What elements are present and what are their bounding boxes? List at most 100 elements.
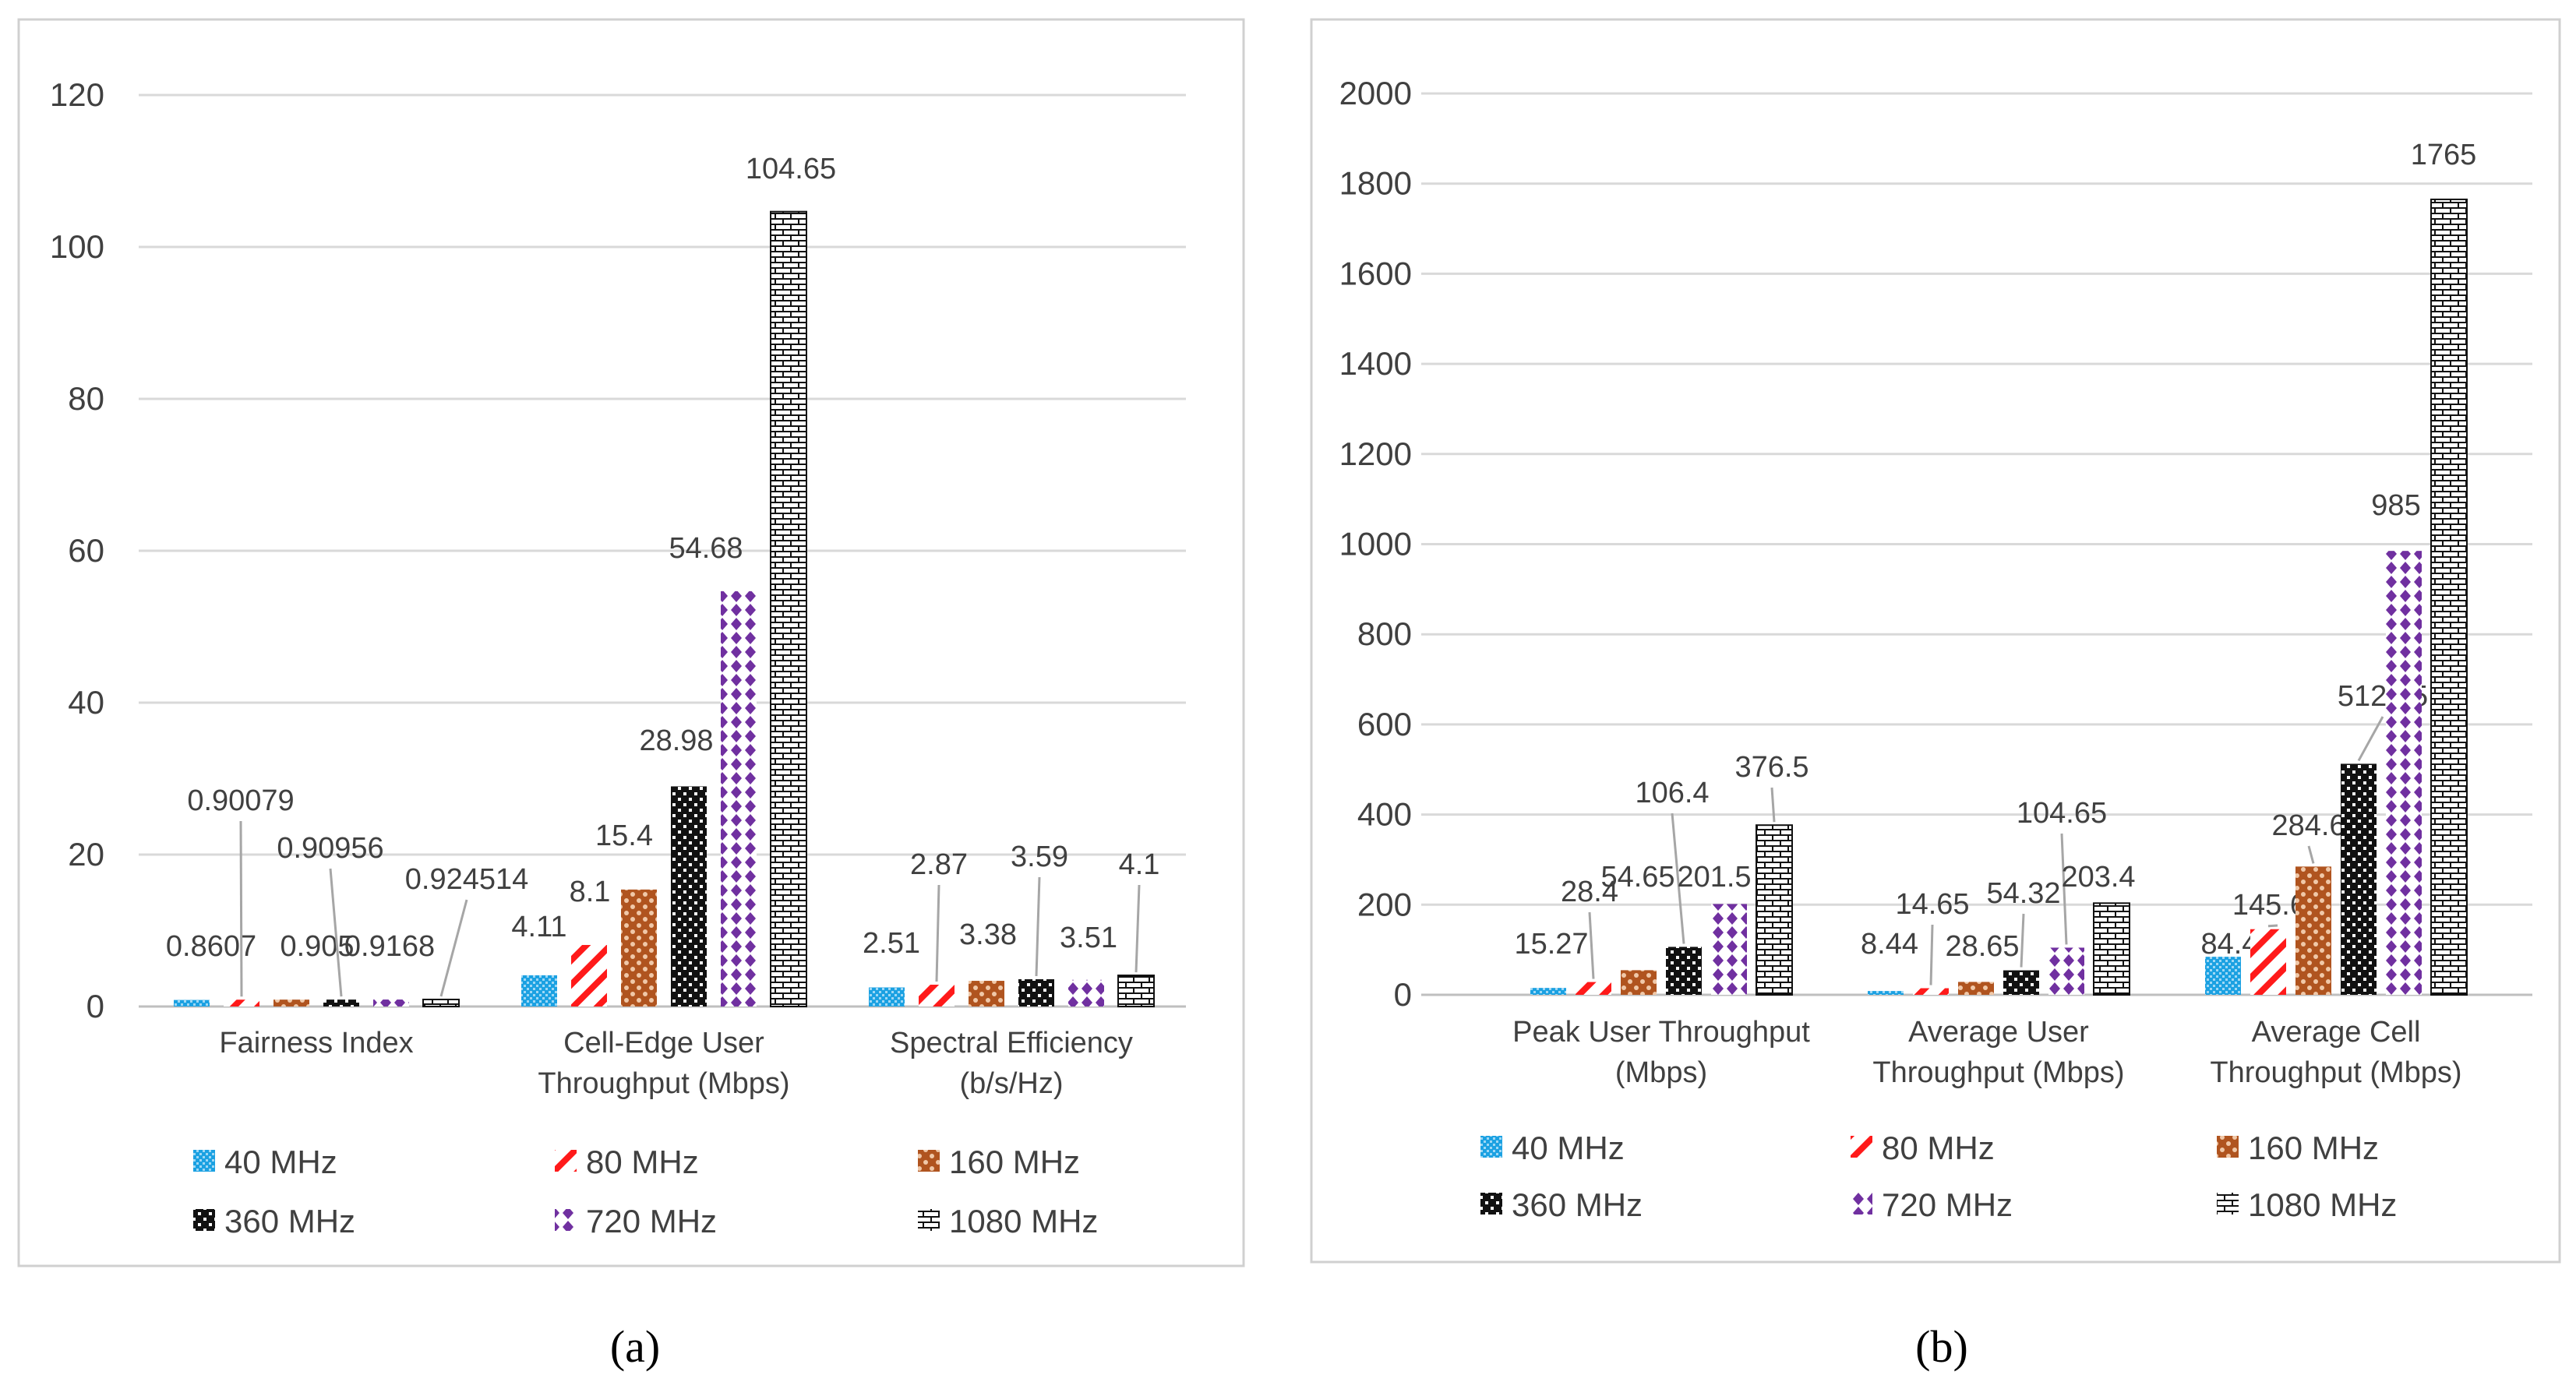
legend-swatch bbox=[918, 1209, 940, 1231]
category-label: Peak User Throughput bbox=[1512, 1016, 1810, 1049]
data-label: 28.98 bbox=[639, 724, 713, 757]
category-label: (Mbps) bbox=[1615, 1056, 1707, 1089]
bar bbox=[2093, 902, 2130, 996]
leader-line bbox=[239, 820, 243, 997]
leader-line bbox=[2020, 913, 2025, 968]
y-tick-label: 400 bbox=[1357, 796, 1412, 833]
leader-line bbox=[1134, 884, 1141, 973]
bar bbox=[2341, 763, 2377, 995]
legend-label: 720 MHz bbox=[586, 1203, 717, 1239]
leader-line bbox=[439, 899, 468, 997]
y-tick-label: 600 bbox=[1357, 706, 1412, 742]
legend-swatch bbox=[1480, 1193, 1502, 1214]
data-label: 1765 bbox=[2411, 139, 2477, 171]
y-tick-label: 1800 bbox=[1339, 165, 1412, 202]
legend-label: 360 MHz bbox=[224, 1203, 355, 1239]
bar bbox=[671, 786, 707, 1006]
bar bbox=[2048, 947, 2084, 995]
legend-swatch bbox=[2217, 1193, 2239, 1214]
data-label: 104.65 bbox=[2017, 797, 2107, 830]
leader-line bbox=[935, 884, 940, 982]
data-label: 54.65 bbox=[1600, 861, 1674, 894]
category-label: Throughput (Mbps) bbox=[1872, 1056, 2124, 1089]
chart-a: 0 20 40 60 80 100 120 0.8607 0.90079 0.905 0.90956… bbox=[50, 76, 1186, 1239]
data-label: 14.65 bbox=[1895, 888, 1969, 921]
category-label: Fairness Index bbox=[219, 1027, 413, 1059]
bar bbox=[1018, 978, 1054, 1006]
bar bbox=[1711, 904, 1747, 995]
data-label: 3.38 bbox=[959, 918, 1017, 951]
category-label: Throughput (Mbps) bbox=[538, 1067, 789, 1100]
data-label: 4.1 bbox=[1119, 848, 1160, 881]
bar bbox=[1621, 970, 1657, 995]
y-tick-label: 0 bbox=[86, 988, 104, 1024]
leader-line bbox=[2267, 924, 2278, 928]
bar bbox=[521, 975, 557, 1006]
data-label: 8.1 bbox=[570, 876, 611, 908]
data-label: 0.90079 bbox=[187, 784, 294, 817]
bar bbox=[174, 999, 210, 1006]
legend-label: 160 MHz bbox=[949, 1144, 1080, 1180]
data-label: 0.8607 bbox=[166, 930, 256, 963]
y-tick-label: 120 bbox=[50, 76, 104, 113]
bar bbox=[422, 998, 460, 1007]
legend-label: 40 MHz bbox=[224, 1144, 337, 1180]
data-label: 201.5 bbox=[1677, 861, 1751, 894]
y-tick-label: 1200 bbox=[1339, 435, 1412, 472]
bar bbox=[919, 985, 955, 1006]
legend-label: 720 MHz bbox=[1882, 1186, 2013, 1223]
bar bbox=[571, 945, 607, 1006]
leader-line bbox=[1929, 924, 1934, 985]
bar bbox=[1530, 988, 1566, 995]
data-label: 28.65 bbox=[1945, 930, 2019, 963]
y-tick-label: 2000 bbox=[1339, 75, 1412, 111]
bar bbox=[869, 987, 905, 1006]
bar bbox=[1576, 982, 1611, 995]
data-label: 985 bbox=[2371, 489, 2420, 522]
bar bbox=[1958, 982, 1994, 995]
y-tick-label: 60 bbox=[68, 532, 104, 569]
legend-swatch bbox=[193, 1209, 215, 1231]
legend-label: 1080 MHz bbox=[2248, 1186, 2397, 1223]
leader-line bbox=[329, 868, 343, 997]
bar bbox=[1756, 824, 1793, 996]
y-tick-label: 20 bbox=[68, 836, 104, 873]
bar bbox=[1913, 988, 1949, 995]
bar bbox=[1868, 991, 1904, 995]
y-tick-label: 200 bbox=[1357, 886, 1412, 922]
legend-label: 160 MHz bbox=[2248, 1130, 2379, 1166]
y-tick-label: 100 bbox=[50, 228, 104, 265]
legend-label: 1080 MHz bbox=[949, 1203, 1098, 1239]
bar bbox=[2430, 198, 2468, 996]
data-label: 3.59 bbox=[1011, 841, 1068, 873]
leader-line bbox=[1770, 787, 1776, 823]
data-label: 0.9168 bbox=[344, 930, 435, 963]
data-label: 15.27 bbox=[1514, 928, 1588, 961]
category-label: Cell-Edge User bbox=[563, 1027, 764, 1059]
bar bbox=[323, 999, 359, 1006]
leader-line bbox=[1588, 911, 1595, 979]
y-tick-label: 1400 bbox=[1339, 345, 1412, 382]
data-label: 106.4 bbox=[1635, 777, 1709, 809]
data-label: 284.6 bbox=[2271, 809, 2345, 842]
bar bbox=[2295, 866, 2331, 995]
y-tick-label: 0 bbox=[1394, 976, 1412, 1013]
data-label: 3.51 bbox=[1060, 922, 1117, 954]
y-tick-label: 1600 bbox=[1339, 255, 1412, 291]
leader-line bbox=[2307, 845, 2315, 864]
category-label: Throughput (Mbps) bbox=[2210, 1056, 2461, 1089]
legend-swatch bbox=[1480, 1136, 1502, 1158]
bar bbox=[2205, 957, 2241, 995]
data-label: 0.924514 bbox=[405, 863, 529, 896]
data-label: 8.44 bbox=[1861, 928, 1918, 961]
legend-swatch bbox=[918, 1150, 940, 1172]
data-label: 15.4 bbox=[595, 820, 653, 852]
legend-label: 80 MHz bbox=[1882, 1130, 1995, 1166]
bar bbox=[224, 999, 259, 1006]
leader-line bbox=[1671, 813, 1685, 944]
legend-swatch bbox=[555, 1209, 577, 1231]
chart-b: 0 200 400 600 800 1000 1200 1400 1600 1800 2000 15.… bbox=[1339, 75, 2532, 1223]
leader-line bbox=[2060, 833, 2068, 945]
bar bbox=[1117, 975, 1155, 1008]
